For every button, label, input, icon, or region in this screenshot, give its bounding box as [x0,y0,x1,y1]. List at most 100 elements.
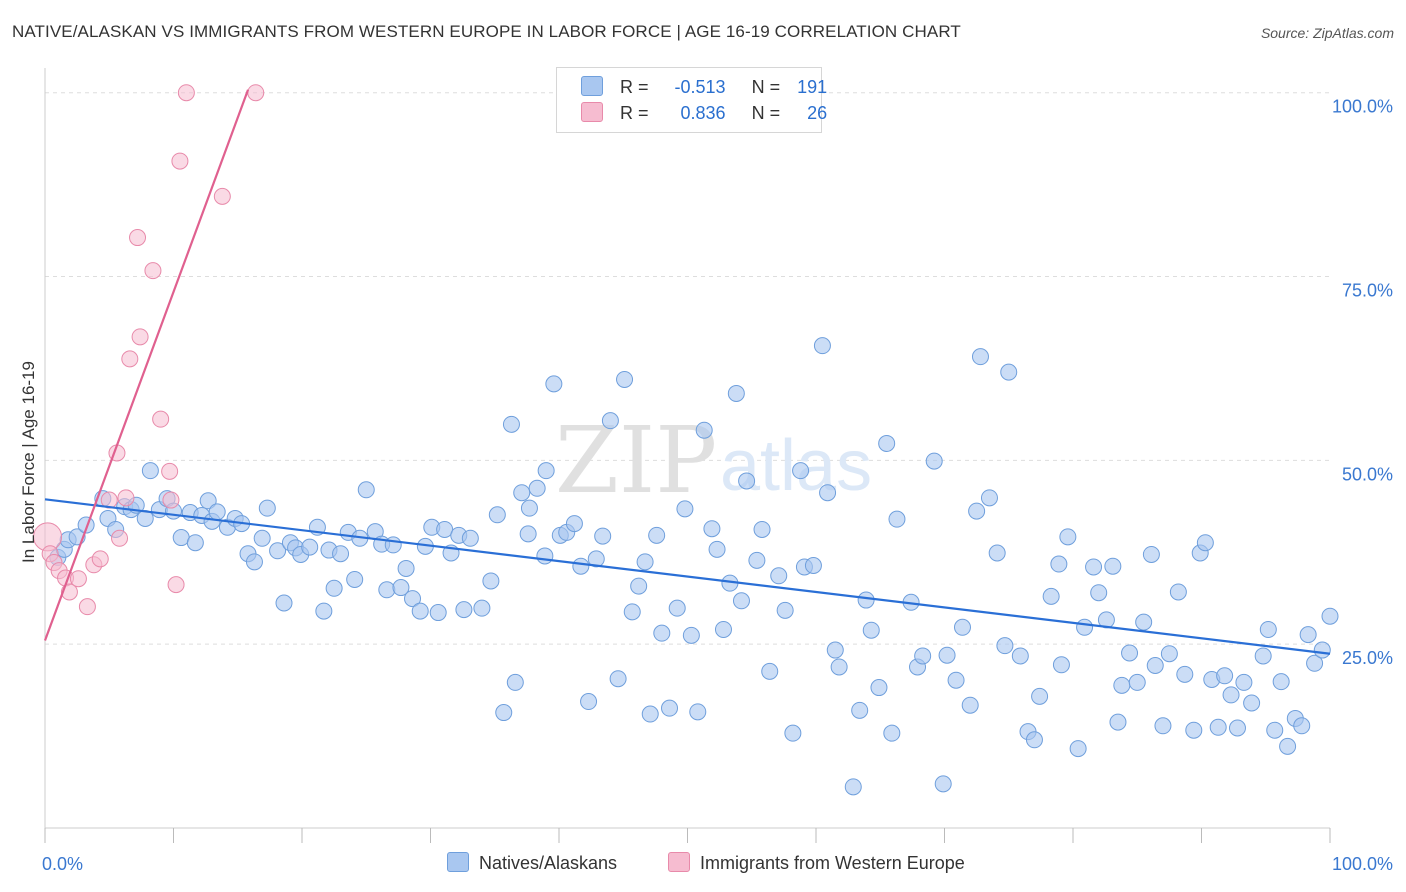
data-point-natives-alaskans [397,559,415,577]
data-point-natives-alaskans [275,594,293,612]
data-point-natives-alaskans [934,775,952,793]
data-point-natives-alaskans [601,412,619,430]
data-point-natives-alaskans [870,679,888,697]
data-point-natives-alaskans [245,553,263,571]
data-point-natives-alaskans [925,452,943,470]
data-point-natives-alaskans [1216,667,1234,685]
data-point-natives-alaskans [1050,555,1068,573]
data-point-immigrants-western-europe [111,529,129,547]
y-tick-label: 50.0% [1342,464,1393,484]
data-point-natives-alaskans [748,551,766,569]
stats-box: R = -0.513 N = 191 R = 0.836 N = 26 [556,67,827,133]
data-point-natives-alaskans [826,641,844,659]
chart-title: NATIVE/ALASKAN VS IMMIGRANTS FROM WESTER… [12,22,961,41]
data-point-natives-alaskans [661,699,679,717]
data-point-natives-alaskans [676,500,694,518]
data-point-immigrants-western-europe [152,410,170,428]
data-point-natives-alaskans [1254,647,1272,665]
legend-item-natives-alaskans: Natives/Alaskans [447,852,617,874]
data-point-natives-alaskans [776,601,794,619]
data-point-immigrants-western-europe [167,576,185,594]
pink-swatch [668,852,690,872]
blue-swatch [581,76,603,96]
data-point-natives-alaskans [753,520,771,538]
data-point-natives-alaskans [689,703,707,721]
data-point-natives-alaskans [914,647,932,665]
r-value: -0.513 [674,77,726,97]
data-point-natives-alaskans [1222,686,1240,704]
data-point-natives-alaskans [455,601,473,619]
data-point-natives-alaskans [1121,644,1139,662]
data-point-natives-alaskans [988,544,1006,562]
data-point-natives-alaskans [1059,528,1077,546]
data-point-natives-alaskans [1259,620,1277,638]
data-point-natives-alaskans [587,550,605,568]
data-point-natives-alaskans [727,384,745,402]
data-point-natives-alaskans [1306,654,1324,672]
n-value: 191 [797,77,828,97]
data-point-natives-alaskans [695,421,713,439]
stats-row-pink: R = 0.836 N = 26 [581,102,827,128]
data-point-natives-alaskans [857,591,875,609]
data-point-natives-alaskans [653,624,671,642]
data-point-immigrants-western-europe [69,570,87,588]
data-point-natives-alaskans [804,557,822,574]
data-point-natives-alaskans [473,599,491,617]
y-tick-label: 75.0% [1342,281,1393,301]
data-point-natives-alaskans [636,553,654,571]
y-axis-label: In Labor Force | Age 16-19 [19,361,38,563]
data-point-natives-alaskans [1228,719,1246,737]
data-point-natives-alaskans [703,520,721,538]
pink-swatch [581,102,603,122]
data-point-immigrants-western-europe [171,152,189,170]
data-point-natives-alaskans [301,538,319,556]
data-point-immigrants-western-europe [177,84,195,102]
data-point-natives-alaskans [668,599,686,617]
data-point-natives-alaskans [482,572,500,590]
data-point-natives-alaskans [1176,665,1194,683]
data-point-natives-alaskans [648,526,666,544]
data-point-natives-alaskans [1090,584,1108,602]
data-point-natives-alaskans [1209,718,1227,736]
data-point-natives-alaskans [1069,740,1087,758]
data-point-natives-alaskans [878,434,896,452]
r-label: R = [620,77,649,97]
data-point-natives-alaskans [1279,737,1297,755]
data-point-natives-alaskans [971,348,989,366]
data-point-natives-alaskans [953,618,971,636]
legend-label: Immigrants from Western Europe [700,853,965,873]
data-point-immigrants-western-europe [144,262,162,280]
data-point-natives-alaskans [186,534,204,552]
data-point-natives-alaskans [141,462,159,480]
data-point-natives-alaskans [1146,657,1164,674]
data-point-natives-alaskans [761,662,779,680]
data-point-immigrants-western-europe [247,84,265,102]
data-point-natives-alaskans [947,671,965,689]
data-point-natives-alaskans [325,579,343,597]
data-point-immigrants-western-europe [162,491,180,509]
data-point-natives-alaskans [609,670,627,688]
data-point-natives-alaskans [357,481,375,499]
data-point-natives-alaskans [1000,363,1018,381]
data-point-natives-alaskans [1235,673,1253,691]
data-point-natives-alaskans [1321,607,1339,625]
data-point-natives-alaskans [1113,676,1131,694]
r-value: 0.836 [680,103,726,123]
data-point-natives-alaskans [429,604,447,622]
data-point-natives-alaskans [830,658,848,676]
n-value: 26 [807,103,828,123]
data-point-natives-alaskans [1154,717,1172,735]
data-point-natives-alaskans [714,620,732,638]
data-point-natives-alaskans [888,510,906,528]
r-label: R = [620,103,649,123]
data-point-natives-alaskans [436,520,454,538]
data-point-natives-alaskans [616,370,634,388]
data-point-natives-alaskans [537,462,555,480]
data-point-natives-alaskans [332,545,350,563]
data-point-natives-alaskans [961,696,979,714]
data-point-natives-alaskans [883,724,901,742]
data-point-natives-alaskans [1313,641,1331,659]
x-tick-label: 0.0% [42,854,83,874]
data-point-natives-alaskans [784,724,802,742]
data-point-natives-alaskans [732,592,750,610]
